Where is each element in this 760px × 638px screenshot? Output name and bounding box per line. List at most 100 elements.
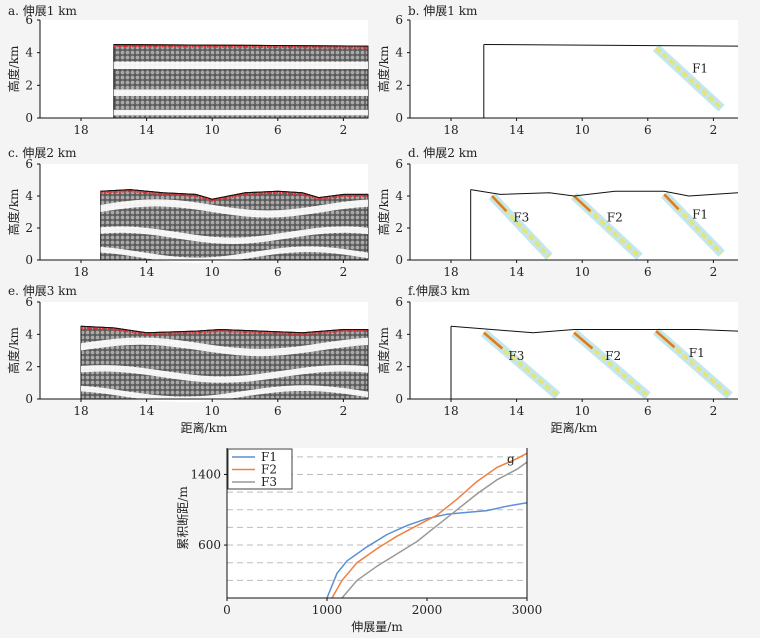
panel-title: f.伸展3 km	[408, 284, 471, 298]
x-tick-label: 6	[274, 123, 282, 137]
y-tick-label: 2	[25, 78, 33, 92]
y-tick-label: 6	[25, 295, 33, 309]
strain-zone-core	[654, 46, 723, 110]
strain-zone-high	[573, 195, 592, 213]
strain-zone-high	[573, 331, 594, 350]
x-tick-label: 0	[223, 603, 231, 617]
x-tick-label: 14	[139, 123, 155, 137]
x-tick-label: 18	[443, 404, 458, 418]
x-tick-label: 14	[139, 265, 155, 279]
x-tick-label: 10	[575, 404, 590, 418]
y-tick-label: 6	[25, 13, 33, 27]
y-tick-label: 0	[395, 111, 403, 125]
panel-d: d. 伸展2 km F3 F2 F1 0 2 4 6 18 14 10 6 2 高度/km	[376, 146, 739, 279]
layer-band	[81, 365, 368, 383]
x-tick-label: 2	[340, 404, 348, 418]
panel-a: a. 伸展1 km 0 2 4 6 18 14 10 6 2 高度/km	[6, 4, 369, 137]
y-tick-label: 4	[395, 327, 403, 341]
x-tick-label: 10	[205, 123, 220, 137]
x-tick-label: 18	[73, 404, 88, 418]
y-tick-label: 0	[395, 253, 403, 267]
x-tick-label: 6	[644, 265, 652, 279]
fault-label: F1	[692, 61, 708, 75]
x-tick-label: 14	[509, 265, 525, 279]
y-tick-label: 0	[395, 392, 403, 406]
y-axis-label: 高度/km	[6, 188, 21, 235]
series-line-f1	[326, 501, 528, 599]
y-tick-label: 0	[25, 111, 33, 125]
y-tick-label: 2	[395, 78, 403, 92]
x-tick-label: 14	[509, 404, 525, 418]
y-tick-label: 0	[25, 253, 33, 267]
x-tick-label: 2	[340, 265, 348, 279]
x-tick-label: 2	[340, 123, 348, 137]
y-tick-label: 6	[395, 13, 403, 27]
panel-title: b. 伸展1 km	[408, 4, 478, 18]
x-tick-label: 10	[205, 404, 220, 418]
strain-zone-high	[663, 193, 680, 211]
panel-title: a. 伸展1 km	[8, 4, 78, 18]
y-tick-label: 6	[395, 157, 403, 171]
x-axis-label: 距离/km	[181, 420, 228, 435]
strain-zone-high	[655, 330, 676, 349]
x-tick-label: 18	[443, 265, 458, 279]
panel-title: e. 伸展3 km	[8, 284, 77, 298]
x-tick-label: 14	[509, 123, 525, 137]
y-tick-label: 0	[25, 392, 33, 406]
x-tick-label: 2	[710, 265, 718, 279]
y-tick-label: 4	[25, 46, 33, 60]
series-line-f2	[331, 452, 528, 599]
legend-label: F1	[261, 450, 277, 464]
y-tick-label: 6	[395, 295, 403, 309]
surface-line	[450, 325, 739, 334]
x-tick-label: 10	[575, 265, 590, 279]
y-tick-label: 2	[25, 221, 33, 235]
surface-line	[100, 189, 368, 200]
strain-zone-core	[572, 331, 650, 398]
layer-band	[113, 89, 368, 96]
y-tick-label: 4	[395, 189, 403, 203]
surface-line	[470, 189, 739, 197]
layer-band	[100, 199, 368, 218]
y-tick-label: 2	[25, 360, 33, 374]
x-tick-label: 10	[575, 123, 590, 137]
panel-title: d. 伸展2 km	[408, 146, 478, 160]
strain-body	[483, 44, 738, 118]
x-tick-label: 2	[710, 123, 718, 137]
panel-f: f.伸展3 km F3 F2 F1 0 2 4 6 18 14 10 6 2 高度/km 距离/km	[376, 284, 739, 435]
surface-line	[483, 44, 739, 47]
x-tick-label: 18	[73, 123, 88, 137]
top-layer	[113, 44, 369, 49]
y-axis-label: 累积断距/m	[175, 486, 190, 550]
y-tick-label: 4	[25, 189, 33, 203]
panel-e: e. 伸展3 km 0 2 4 6 18 14 10 6 2 高度/km 距离/km	[6, 284, 369, 435]
strain-zone-high	[482, 331, 504, 350]
fault-label: F2	[607, 211, 623, 225]
y-axis-label: 高度/km	[376, 45, 391, 92]
fault-label: F1	[692, 207, 708, 221]
x-tick-label: 10	[205, 265, 220, 279]
strain-zone-high	[491, 195, 508, 213]
x-tick-label: 6	[644, 404, 652, 418]
y-tick-label: 6	[25, 157, 33, 171]
top-layer	[100, 189, 368, 202]
x-tick-label: 6	[274, 265, 282, 279]
x-tick-label: 14	[139, 404, 155, 418]
panel-b: b. 伸展1 km F1 0 2 4 6 18 14 10 6 2 高度/km	[376, 4, 739, 137]
y-axis-label: 高度/km	[376, 188, 391, 235]
layer-band	[81, 385, 368, 403]
panel-title: g	[507, 452, 515, 466]
fault-label: F1	[689, 346, 705, 360]
x-tick-label: 18	[443, 123, 458, 137]
x-tick-label: 6	[274, 404, 282, 418]
y-axis-label: 高度/km	[376, 327, 391, 374]
y-tick-label: 2	[395, 221, 403, 235]
fault-label: F2	[605, 349, 621, 363]
x-tick-label: 2	[710, 404, 718, 418]
y-tick-label: 4	[395, 46, 403, 60]
layer-band	[113, 61, 368, 69]
legend-label: F2	[261, 463, 277, 477]
